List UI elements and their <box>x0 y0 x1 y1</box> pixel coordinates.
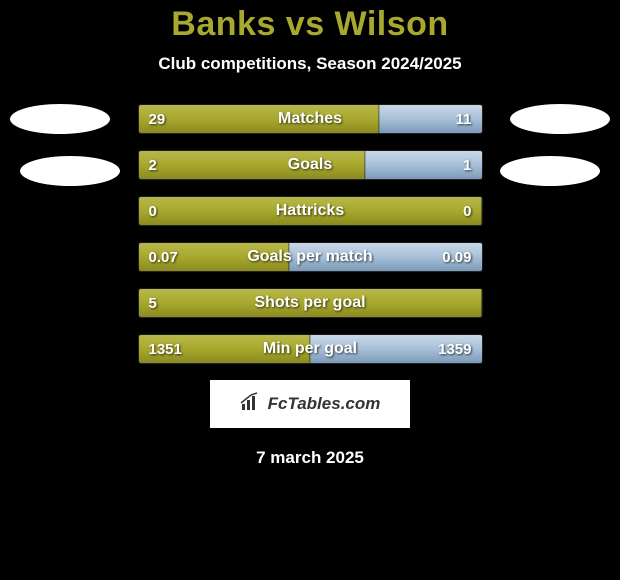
fctables-logo[interactable]: FcTables.com <box>210 380 410 428</box>
stat-value-right: 0.09 <box>442 243 471 271</box>
stat-row-goals: 2 Goals 1 <box>138 150 483 180</box>
date-label: 7 march 2025 <box>0 448 620 468</box>
stat-value-right: 0 <box>463 197 471 225</box>
stat-bars: 29 Matches 11 2 Goals 1 0 Hattricks 0 <box>138 104 483 364</box>
stat-label: Goals per match <box>139 243 482 271</box>
stat-label: Goals <box>139 151 482 179</box>
player-right-avatar-2 <box>500 156 600 186</box>
stat-value-right: 11 <box>456 105 472 133</box>
player-left-avatar-2 <box>20 156 120 186</box>
stat-row-hattricks: 0 Hattricks 0 <box>138 196 483 226</box>
player-left-avatar-1 <box>10 104 110 134</box>
stat-label: Hattricks <box>139 197 482 225</box>
player-right-avatar-1 <box>510 104 610 134</box>
stat-label: Matches <box>139 105 482 133</box>
stat-label: Shots per goal <box>139 289 482 317</box>
stat-value-right: 1 <box>463 151 471 179</box>
stat-label: Min per goal <box>139 335 482 363</box>
stat-value-right: 1359 <box>438 335 471 363</box>
stat-row-gpm: 0.07 Goals per match 0.09 <box>138 242 483 272</box>
stat-row-mpg: 1351 Min per goal 1359 <box>138 334 483 364</box>
comparison-widget: Banks vs Wilson Club competitions, Seaso… <box>0 0 620 468</box>
subtitle: Club competitions, Season 2024/2025 <box>0 54 620 74</box>
page-title: Banks vs Wilson <box>0 5 620 44</box>
stats-area: 29 Matches 11 2 Goals 1 0 Hattricks 0 <box>0 104 620 364</box>
logo-text: FcTables.com <box>268 394 381 414</box>
stat-row-spg: 5 Shots per goal <box>138 288 483 318</box>
bar-chart-icon <box>240 392 262 417</box>
stat-row-matches: 29 Matches 11 <box>138 104 483 134</box>
